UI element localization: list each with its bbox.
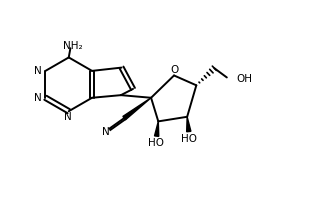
Text: N: N	[102, 127, 109, 137]
Polygon shape	[155, 121, 159, 136]
Text: N: N	[34, 66, 42, 76]
Polygon shape	[123, 98, 151, 120]
Text: O: O	[170, 65, 178, 75]
Polygon shape	[187, 117, 191, 132]
Text: NH₂: NH₂	[63, 41, 82, 51]
Text: N: N	[34, 93, 42, 103]
Text: N: N	[64, 112, 72, 122]
Text: HO: HO	[148, 138, 164, 148]
Text: HO: HO	[181, 134, 198, 144]
Text: OH: OH	[236, 74, 252, 84]
